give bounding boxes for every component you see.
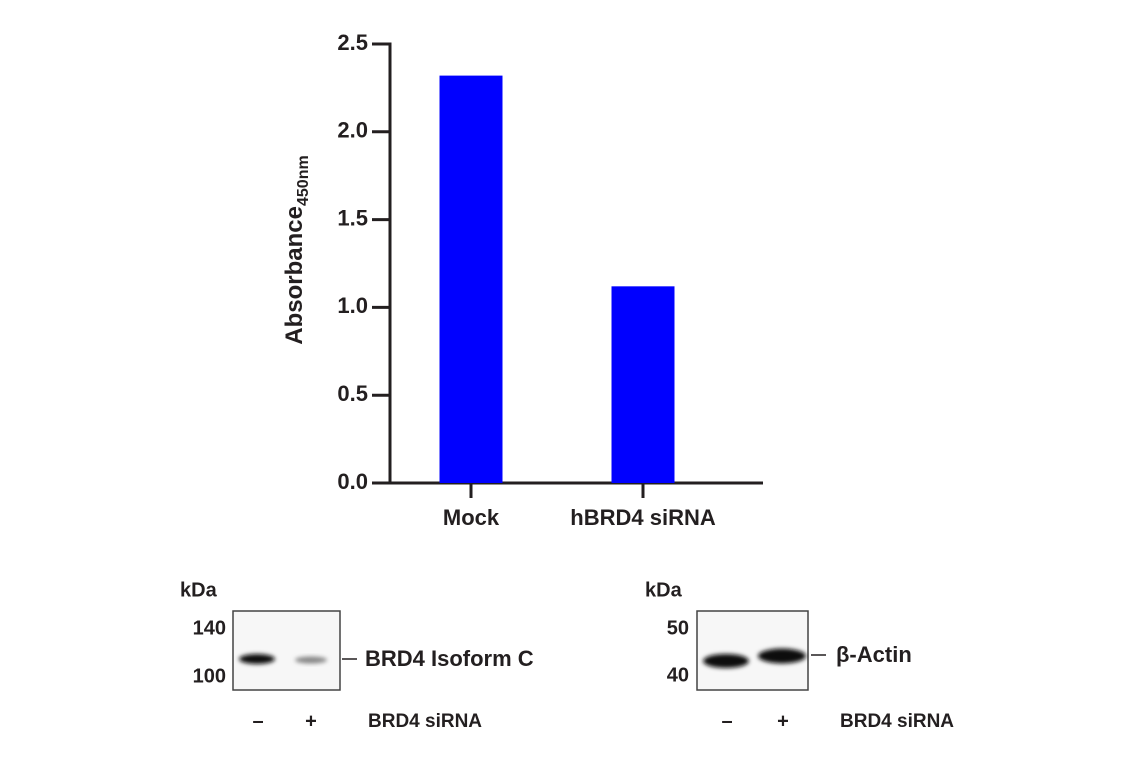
marker-label: 100	[193, 665, 226, 687]
band	[703, 654, 749, 668]
band	[295, 656, 327, 664]
target-label: BRD4 Isoform C	[365, 646, 534, 671]
lane-label: –	[252, 710, 263, 732]
y-tick-label: 0.5	[337, 381, 368, 406]
y-tick-label: 2.0	[337, 118, 368, 143]
blot-panel: kDa 140 100 BRD4 Isoform C – + BRD4 siRN…	[180, 579, 534, 732]
y-tick-label: 2.5	[337, 30, 368, 55]
x-tick-label: Mock	[443, 505, 500, 530]
marker-label: 50	[667, 617, 689, 639]
chart: Absorbance450nm 0.0 0.5 1.0 1.5 2.0 2.5 Mock hB…	[281, 30, 763, 530]
treatment-label: BRD4 siRNA	[840, 711, 954, 732]
band	[758, 648, 806, 664]
lane-label: +	[305, 710, 317, 732]
y-axis-label-main: Absorbance	[281, 206, 308, 345]
treatment-label: BRD4 siRNA	[368, 711, 482, 732]
lane-label: –	[721, 710, 732, 732]
marker-label: 140	[193, 617, 226, 639]
y-tick-label: 1.5	[337, 205, 368, 230]
lane-label: +	[777, 710, 789, 732]
blot-image	[232, 610, 341, 691]
marker-label: 40	[667, 664, 689, 686]
y-tick-label: 0.0	[337, 469, 368, 494]
y-axis-label-subscript: 450nm	[295, 155, 312, 206]
bar	[439, 75, 503, 483]
band	[239, 654, 275, 664]
bar	[611, 286, 675, 483]
kda-label: kDa	[180, 579, 218, 601]
y-tick-label: 1.0	[337, 293, 368, 318]
target-label: β-Actin	[836, 642, 912, 667]
blot-panel: kDa 50 40 β-Actin – + BRD4 siRNA	[645, 579, 954, 732]
x-tick-label: hBRD4 siRNA	[570, 505, 716, 530]
kda-label: kDa	[645, 579, 683, 601]
y-axis-label: Absorbance450nm	[281, 155, 312, 344]
